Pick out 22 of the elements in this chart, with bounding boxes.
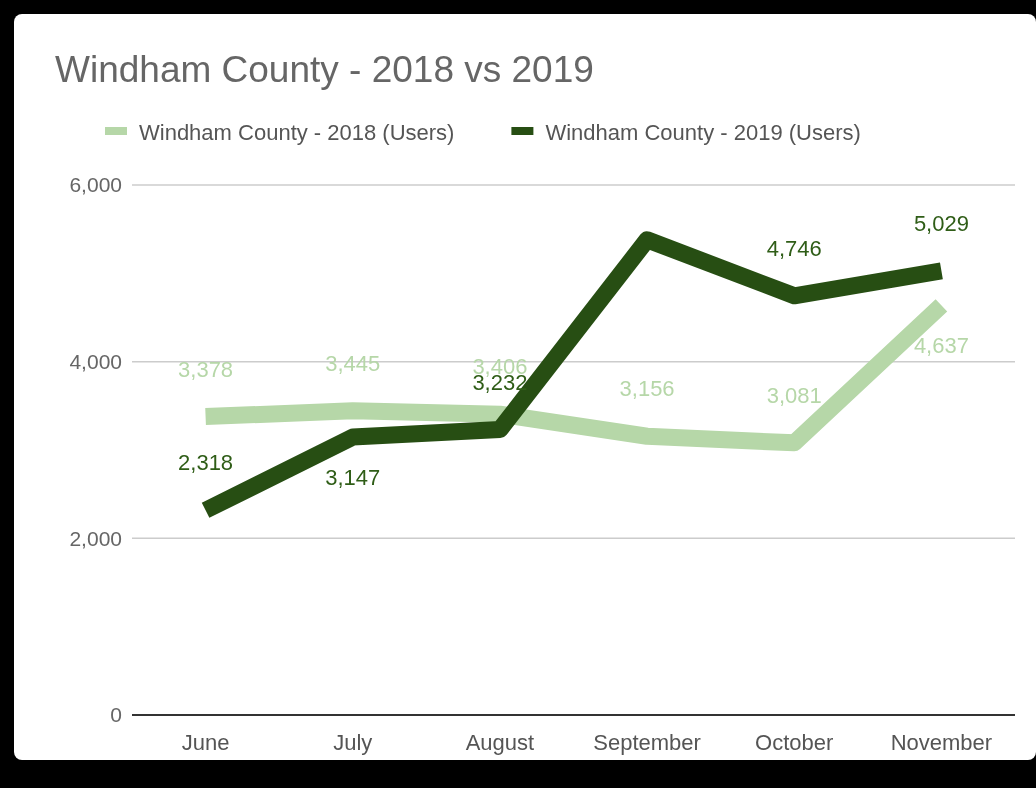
data-label: 2,318 xyxy=(178,450,234,476)
chart-title: Windham County - 2018 vs 2019 xyxy=(55,49,594,90)
data-label: 5,029 xyxy=(913,210,969,236)
x-tick-label: July xyxy=(333,730,373,755)
data-label: 3,445 xyxy=(325,350,381,376)
data-label: 3,378 xyxy=(178,356,234,382)
x-tick-label: November xyxy=(890,730,993,755)
x-tick-label: October xyxy=(755,730,834,755)
x-tick-label: June xyxy=(181,730,230,755)
y-tick-label: 6,000 xyxy=(69,173,122,197)
legend-label: Windham County - 2018 (Users) xyxy=(139,120,455,145)
data-label: 3,156 xyxy=(619,376,675,402)
x-tick-label: August xyxy=(465,730,535,755)
data-label: 4,637 xyxy=(913,333,969,359)
data-label: 3,147 xyxy=(325,465,381,491)
y-tick-label: 2,000 xyxy=(69,526,122,550)
legend-label: Windham County - 2019 (Users) xyxy=(545,120,861,145)
y-tick-label: 4,000 xyxy=(69,350,122,374)
x-tick-label: September xyxy=(593,730,701,755)
data-label: 4,746 xyxy=(766,235,822,261)
y-tick-label: 0 xyxy=(110,703,122,727)
data-label: 3,081 xyxy=(766,382,822,408)
